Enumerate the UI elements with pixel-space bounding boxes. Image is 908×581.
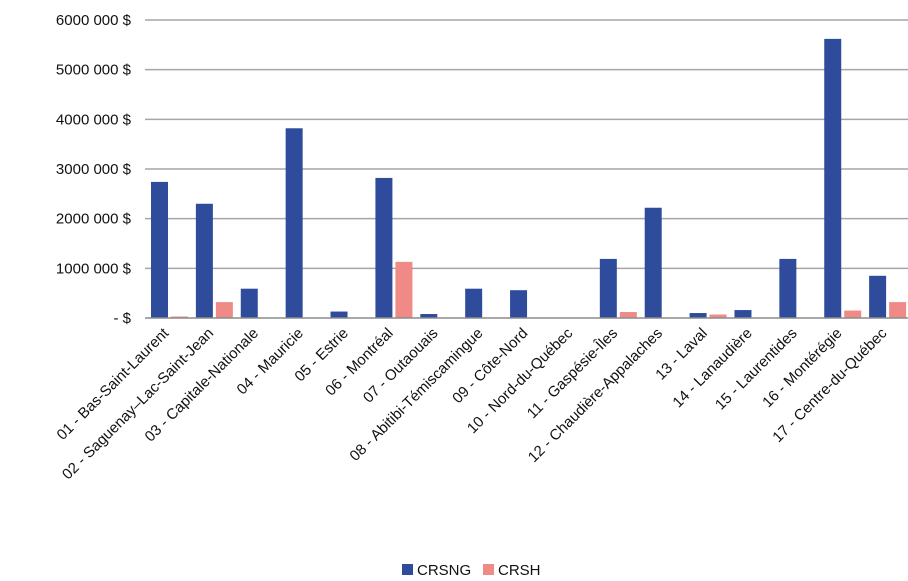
bar-crsng-11 [599,258,617,318]
bar-crsh-11 [619,312,637,318]
y-tick-label: 2000 000 $ [56,211,132,228]
bar-crsng-4 [285,128,303,318]
bar-crsh-17 [889,302,907,318]
bar-crsng-6 [375,177,393,318]
bar-crsng-7 [420,314,438,318]
bar-crsng-17 [869,275,887,318]
bar-crsh-16 [844,310,862,318]
legend-label-crsh: CRSH [498,562,541,579]
legend: CRSNG CRSH [402,562,541,579]
legend-swatch-crsh [483,564,494,575]
bar-crsng-1 [151,181,168,318]
bar-crsng-13 [689,313,707,318]
bar-crsng-15 [779,258,797,318]
y-tick-label: - $ [113,310,131,327]
y-tick-label: 5000 000 $ [56,62,132,79]
gridlines [145,19,908,270]
x-category-label: 15 - Laurentides [712,325,801,414]
legend-swatch-crsng [402,564,413,575]
x-category-label: 14 - Lanaudière [669,325,755,411]
bar-crsh-6 [395,261,413,318]
y-axis-ticks: - $ 1000 000 $ 2000 000 $ 3000 000 $ 4000 00… [56,12,132,327]
y-tick-label: 4000 000 $ [56,111,132,128]
bar-crsng-8 [465,288,483,318]
bar-crsng-14 [734,310,752,318]
y-tick-label: 3000 000 $ [56,161,132,178]
bar-crsng-16 [824,38,842,319]
x-category-label: 16 - Montérégie [759,325,845,411]
bars [151,38,907,319]
y-tick-label: 1000 000 $ [56,260,132,277]
bar-crsng-2 [195,203,213,318]
legend-label-crsng: CRSNG [417,562,471,579]
bar-crsng-9 [510,290,528,318]
bar-crsng-5 [330,311,348,318]
bar-crsng-12 [644,207,662,318]
bar-crsh-13 [709,314,727,318]
bar-crsh-2 [215,302,233,318]
y-tick-label: 6000 000 $ [56,12,132,29]
bar-crsng-3 [240,288,258,318]
